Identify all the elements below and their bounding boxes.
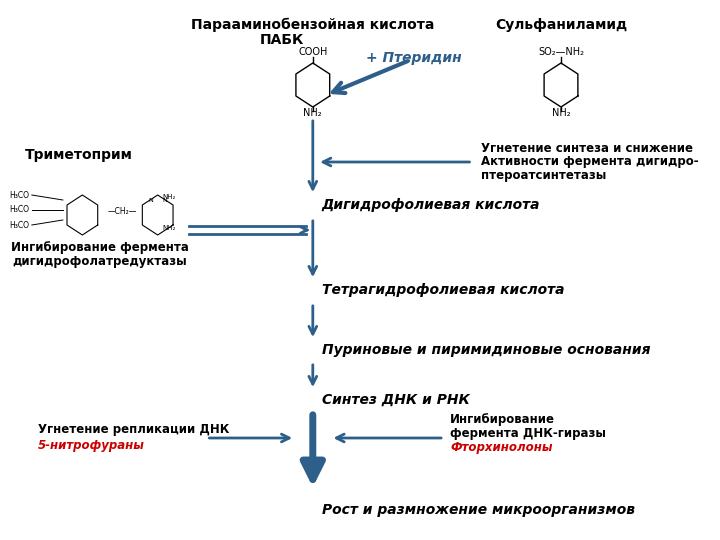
Text: NH₂: NH₂: [162, 194, 176, 200]
Text: Синтез ДНК и РНК: Синтез ДНК и РНК: [322, 393, 469, 407]
Text: SO₂—NH₂: SO₂—NH₂: [538, 47, 584, 57]
Text: Дигидрофолиевая кислота: Дигидрофолиевая кислота: [322, 198, 540, 212]
Text: NH₂: NH₂: [162, 225, 176, 231]
Text: Ингибирование фермента: Ингибирование фермента: [11, 241, 189, 254]
Text: Угнетение синтеза и снижение: Угнетение синтеза и снижение: [481, 141, 693, 154]
Text: Пуриновые и пиримидиновые основания: Пуриновые и пиримидиновые основания: [322, 343, 650, 357]
Text: H₃CO: H₃CO: [9, 206, 30, 214]
Text: фермента ДНК-гиразы: фермента ДНК-гиразы: [450, 428, 606, 441]
Text: Тетрагидрофолиевая кислота: Тетрагидрофолиевая кислота: [322, 283, 564, 297]
Text: дигидрофолатредуктазы: дигидрофолатредуктазы: [13, 254, 187, 267]
Text: Фторхинолоны: Фторхинолоны: [450, 442, 553, 455]
Text: 5-нитрофураны: 5-нитрофураны: [38, 440, 145, 453]
Text: H₃CO: H₃CO: [9, 220, 30, 230]
Text: Сульфаниламид: Сульфаниламид: [495, 18, 627, 32]
Text: Рост и размножение микроорганизмов: Рост и размножение микроорганизмов: [322, 503, 634, 517]
Text: Триметоприм: Триметоприм: [24, 148, 132, 162]
Text: птероатсинтетазы: птероатсинтетазы: [481, 170, 606, 183]
Text: Ингибирование: Ингибирование: [450, 414, 555, 427]
Text: N: N: [148, 198, 153, 202]
Text: N: N: [163, 198, 167, 202]
Text: NH₂: NH₂: [552, 108, 570, 118]
Text: H₃CO: H₃CO: [9, 191, 30, 199]
Text: Угнетение репликации ДНК: Угнетение репликации ДНК: [38, 423, 230, 436]
Text: COOH: COOH: [298, 47, 328, 57]
Text: Парааминобензойная кислота: Парааминобензойная кислота: [191, 18, 434, 32]
Text: + Птеридин: + Птеридин: [366, 51, 462, 65]
Text: —CH₂—: —CH₂—: [107, 207, 137, 217]
Text: ПАБК: ПАБК: [260, 33, 304, 47]
Text: Активности фермента дигидро-: Активности фермента дигидро-: [481, 156, 699, 168]
Text: NH₂: NH₂: [304, 108, 322, 118]
